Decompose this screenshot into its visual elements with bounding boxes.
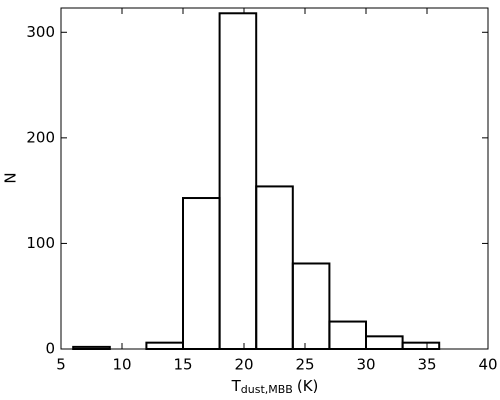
x-label-main: T [231, 377, 242, 395]
x-tick-label: 5 [56, 356, 66, 374]
histogram-bar [365, 335, 404, 350]
y-tick-label: 0 [45, 340, 55, 358]
x-axis-label: Tdust,MBB (K) [231, 377, 319, 397]
x-label-unit: (K) [297, 377, 319, 395]
x-label-sub: dust,MBB [241, 383, 293, 396]
histogram-bar [291, 262, 331, 350]
y-axis-label: N [2, 172, 20, 183]
histogram-bar [182, 197, 221, 350]
x-tick-label: 10 [112, 356, 131, 374]
histogram-bar [328, 320, 367, 351]
plot-frame [60, 7, 489, 350]
histogram-bar [72, 345, 111, 351]
histogram-bar [401, 341, 441, 351]
x-tick-label: 20 [234, 356, 253, 374]
x-tick-label: 15 [173, 356, 192, 374]
histogram-bar [145, 341, 184, 351]
y-tick-label: 100 [26, 234, 55, 252]
x-tick-label: 40 [478, 356, 497, 374]
x-tick-label: 35 [417, 356, 436, 374]
histogram-bar [255, 185, 294, 350]
y-tick-label: 300 [26, 23, 55, 41]
histogram-bar [218, 12, 258, 351]
y-tick-label: 200 [26, 128, 55, 146]
x-tick-label: 30 [356, 356, 375, 374]
x-tick-label: 25 [295, 356, 314, 374]
